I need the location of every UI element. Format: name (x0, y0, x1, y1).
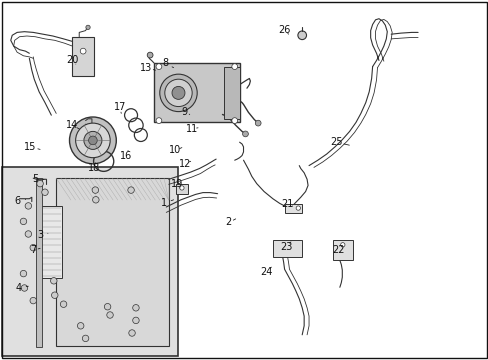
Text: 18: 18 (87, 163, 100, 174)
Circle shape (76, 123, 110, 158)
Circle shape (20, 270, 27, 277)
Circle shape (50, 278, 57, 284)
Text: 19: 19 (170, 179, 183, 189)
Circle shape (156, 64, 162, 69)
Circle shape (25, 203, 32, 209)
Circle shape (147, 52, 153, 58)
Polygon shape (56, 178, 168, 346)
Text: 25: 25 (329, 137, 342, 147)
Circle shape (84, 131, 102, 149)
Circle shape (132, 317, 139, 324)
Text: 26: 26 (278, 24, 290, 35)
Bar (154, 63, 239, 122)
Text: 10: 10 (168, 145, 181, 156)
Circle shape (51, 292, 58, 298)
Bar (36, 178, 41, 347)
Circle shape (82, 335, 89, 342)
Circle shape (69, 117, 116, 164)
Circle shape (132, 305, 139, 311)
Bar (284, 204, 301, 213)
Text: 14: 14 (66, 120, 79, 130)
Circle shape (37, 180, 43, 187)
Text: 4: 4 (16, 283, 21, 293)
Bar (2, 167, 178, 356)
Text: 1: 1 (161, 198, 166, 208)
Text: 2: 2 (225, 217, 231, 228)
Circle shape (41, 189, 48, 195)
Circle shape (80, 48, 86, 54)
Bar (224, 67, 239, 119)
Circle shape (60, 301, 67, 307)
Circle shape (242, 131, 248, 137)
Circle shape (297, 31, 306, 40)
Circle shape (88, 136, 97, 145)
Text: 23: 23 (279, 242, 292, 252)
Circle shape (172, 86, 184, 99)
Text: 9: 9 (182, 107, 187, 117)
Text: 11: 11 (185, 124, 198, 134)
Circle shape (231, 118, 237, 123)
Text: 21: 21 (281, 199, 293, 210)
Circle shape (160, 74, 197, 112)
Text: 7: 7 (30, 245, 36, 255)
Circle shape (164, 79, 192, 107)
Text: 3: 3 (37, 230, 43, 240)
Circle shape (127, 187, 134, 193)
Circle shape (231, 64, 237, 69)
Circle shape (296, 206, 300, 210)
Bar (176, 184, 188, 194)
Circle shape (92, 197, 99, 203)
Text: 5: 5 (32, 174, 38, 184)
Text: 12: 12 (178, 159, 191, 169)
Text: 22: 22 (331, 245, 344, 255)
Text: 6: 6 (15, 196, 20, 206)
Bar (272, 240, 302, 257)
Text: 8: 8 (162, 58, 168, 68)
Circle shape (30, 297, 37, 304)
Circle shape (92, 187, 99, 193)
Text: 16: 16 (120, 150, 132, 161)
Text: 15: 15 (24, 142, 37, 152)
Circle shape (86, 25, 90, 30)
Circle shape (106, 312, 113, 318)
Text: 17: 17 (113, 102, 126, 112)
Text: 13: 13 (139, 63, 152, 73)
Text: 24: 24 (260, 267, 272, 277)
Circle shape (104, 303, 111, 310)
Circle shape (255, 120, 261, 126)
Bar (72, 37, 94, 76)
Circle shape (340, 243, 344, 247)
Circle shape (77, 323, 84, 329)
Circle shape (156, 118, 162, 123)
Bar (332, 240, 352, 260)
Circle shape (30, 244, 37, 251)
Circle shape (20, 218, 27, 225)
Text: 20: 20 (66, 55, 79, 66)
Circle shape (128, 330, 135, 336)
Circle shape (21, 285, 28, 291)
Circle shape (25, 231, 32, 237)
Bar (38, 206, 61, 278)
Circle shape (180, 186, 183, 190)
